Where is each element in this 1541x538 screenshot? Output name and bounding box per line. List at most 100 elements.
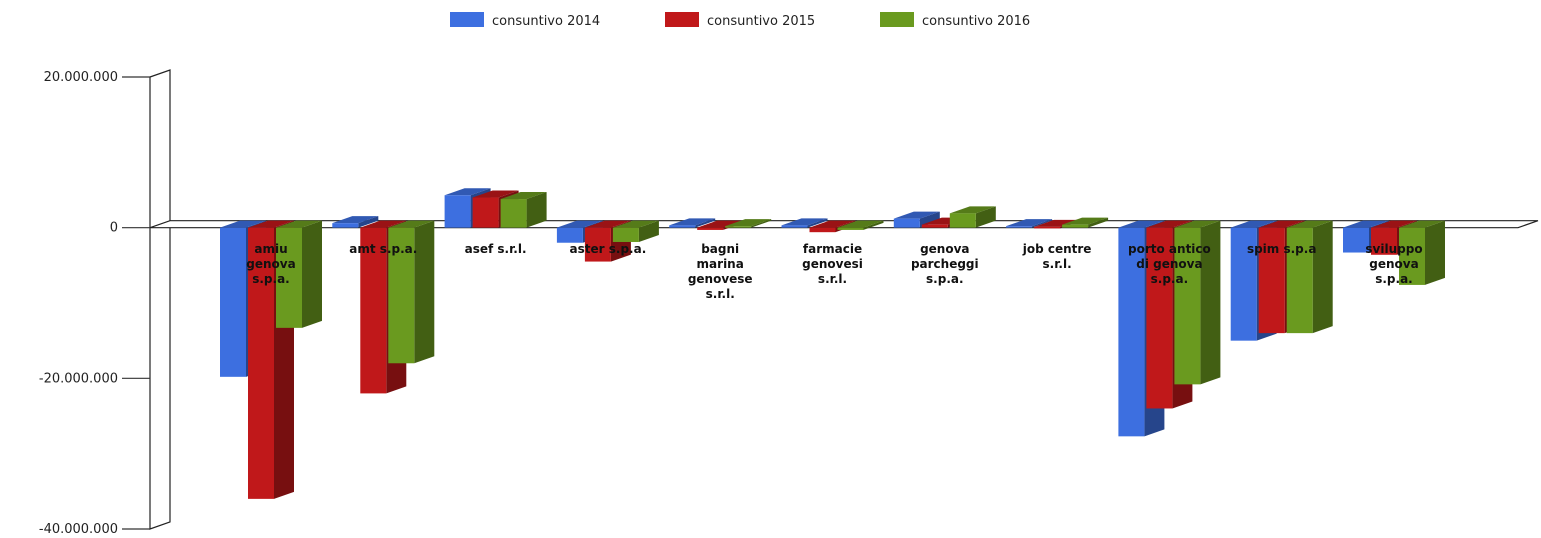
bar-top <box>1286 220 1333 228</box>
bars <box>220 188 1445 499</box>
bar-front <box>1006 226 1033 228</box>
bar-4-3 <box>612 220 659 242</box>
bar-8-3 <box>1062 217 1109 228</box>
category-label-8: job centre s.r.l. <box>1022 242 1092 271</box>
bar-side <box>358 216 379 228</box>
bar-top <box>248 220 294 228</box>
bar-7-3 <box>949 206 996 228</box>
legend-label-2: consuntivo 2015 <box>707 14 815 29</box>
bar-5-3 <box>725 219 772 228</box>
bar-front <box>725 226 752 228</box>
bar-top <box>1146 220 1193 228</box>
bar-front <box>669 225 696 228</box>
bar-top <box>1174 220 1221 228</box>
bar-front <box>949 213 976 228</box>
bar-2-1 <box>332 216 379 228</box>
bar-top <box>332 216 379 224</box>
bar-side <box>638 220 659 242</box>
bar-9-3 <box>1174 220 1221 385</box>
bar-front <box>388 227 415 364</box>
bar-front <box>893 218 920 228</box>
bar-front <box>332 223 359 228</box>
bar-top <box>669 218 716 226</box>
bar-top <box>781 218 828 226</box>
bar-front <box>472 197 499 228</box>
bar-front <box>921 224 948 228</box>
category-label-6: farmacie genovesi s.r.l. <box>802 242 863 286</box>
bar-side <box>863 220 884 230</box>
bar-top <box>1258 220 1305 228</box>
bar-front <box>1399 227 1425 285</box>
bar-11-3 <box>1399 220 1445 285</box>
axis-wall <box>149 69 171 530</box>
bar-top <box>276 220 322 228</box>
y-tick-label: -40.000.000 <box>39 522 118 537</box>
bar-side <box>414 220 435 364</box>
bar-side <box>751 219 772 228</box>
bar-front <box>1062 224 1089 228</box>
bar-5-1 <box>669 218 716 228</box>
bar-side <box>1032 219 1053 228</box>
legend-swatch-1 <box>450 12 484 27</box>
y-tick-label: 0 <box>110 221 118 236</box>
bar-front <box>500 199 527 228</box>
category-label-7: genova parcheggi s.p.a. <box>911 242 979 286</box>
bar-front <box>1258 227 1285 334</box>
category-label-9: porto antico di genova s.p.a. <box>1128 242 1211 286</box>
legend-swatch-3 <box>880 12 914 27</box>
y-tick-label: 20.000.000 <box>44 70 118 85</box>
bar-top <box>697 220 744 228</box>
bar-front <box>1371 227 1397 255</box>
bar-top <box>360 220 407 228</box>
bar-front <box>220 227 246 377</box>
bar-front <box>837 227 864 230</box>
bar-front <box>809 227 836 233</box>
category-label-4: aster s.p.a. <box>570 242 647 256</box>
category-labels: amiu genova s.p.a. amt s.p.a. asef s.r.l. ast… <box>246 242 1422 301</box>
bar-side <box>526 192 547 228</box>
category-label-1: amiu genova s.p.a. <box>246 242 295 286</box>
bar-10-3 <box>1286 220 1333 334</box>
bar-side <box>695 218 716 228</box>
category-label-3: asef s.r.l. <box>465 242 527 256</box>
bar-side <box>975 206 996 228</box>
bar-top <box>500 192 547 200</box>
bar-top <box>1118 220 1165 228</box>
bar-front <box>584 227 611 262</box>
bar-top <box>220 220 266 228</box>
category-label-10: spim s.p.a <box>1247 242 1316 256</box>
bar-top <box>388 220 435 228</box>
bar-side <box>1312 220 1333 334</box>
bar-top <box>584 220 631 228</box>
bar-side <box>1088 217 1109 228</box>
bar-1-3 <box>276 220 322 328</box>
bar-front <box>1343 227 1369 253</box>
bar-front <box>556 227 583 243</box>
y-tick-label: -20.000.000 <box>39 371 118 386</box>
bar-top <box>1230 220 1277 228</box>
legend-label-3: consuntivo 2016 <box>922 14 1030 29</box>
bar-top <box>949 206 996 214</box>
category-label-2: amt s.p.a. <box>349 242 417 256</box>
legend: consuntivo 2014 consuntivo 2015 consuntivo… <box>450 12 1030 29</box>
category-label-5: bagni marina genovese s.r.l. <box>688 242 753 301</box>
legend-label-1: consuntivo 2014 <box>492 14 600 29</box>
legend-swatch-2 <box>665 12 699 27</box>
bar-top <box>1062 217 1109 225</box>
bar-front <box>1230 227 1257 341</box>
bar-front <box>1146 227 1173 409</box>
bar-top <box>725 219 772 227</box>
bar-front <box>444 195 471 228</box>
bar-top <box>612 220 659 228</box>
bar-top <box>837 220 884 228</box>
bar-front <box>1174 227 1201 385</box>
category-label-11: sviluppo genova s.p.a. <box>1365 242 1422 286</box>
bar-top <box>1034 219 1081 227</box>
bar-front <box>1118 227 1145 437</box>
bar-side <box>807 218 828 228</box>
bar-top <box>472 190 519 198</box>
bar-front <box>360 227 387 394</box>
bar-front <box>1286 227 1313 334</box>
bar-front <box>612 227 639 242</box>
